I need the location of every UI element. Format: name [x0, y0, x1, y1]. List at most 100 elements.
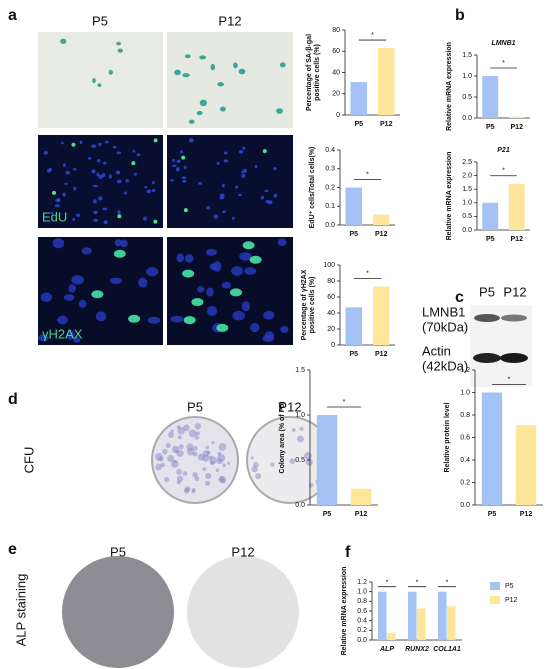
colony	[215, 468, 220, 473]
colony	[218, 443, 227, 451]
y-tick-label: 0.4	[460, 457, 470, 464]
x-tick-label: P12	[511, 124, 524, 131]
cell	[68, 284, 76, 293]
y-tick-label: 40	[327, 310, 335, 317]
cell	[241, 301, 250, 312]
y-axis-label: Relative mRNA expression	[446, 152, 453, 241]
band	[473, 353, 501, 363]
cell	[264, 189, 269, 193]
cell	[183, 316, 196, 325]
y-tick-label: 0.6	[460, 434, 470, 441]
y-tick-label: 60	[332, 48, 340, 55]
colony	[251, 466, 258, 473]
micrograph	[38, 135, 163, 228]
colony	[208, 455, 213, 460]
cell	[57, 315, 68, 325]
cell	[133, 172, 137, 176]
cell	[199, 55, 207, 60]
panel-label: e	[8, 541, 17, 558]
colony	[155, 453, 163, 461]
y-tick-label: 0.3	[325, 166, 335, 173]
colony	[205, 445, 210, 450]
cell	[206, 305, 218, 317]
y-tick-label: 0.2	[325, 184, 335, 191]
cell	[221, 281, 232, 289]
x-tick-label: ALP	[379, 646, 394, 653]
y-axis-label: Relative mRNA expression	[341, 567, 348, 656]
cell	[153, 138, 158, 143]
y-tick-label: 0	[336, 112, 340, 119]
x-tick-label: P5	[486, 124, 495, 131]
significance-label: *	[366, 270, 369, 277]
bar	[515, 425, 537, 505]
row-label: (42kDa)	[422, 358, 468, 373]
cell	[56, 197, 61, 203]
cell	[95, 311, 107, 322]
cell	[63, 294, 75, 301]
y-tick-label: 2.0	[462, 172, 472, 179]
cell	[65, 170, 70, 175]
y-tick-label: 1.5	[462, 186, 472, 193]
cell	[231, 216, 235, 220]
row-label: (70kDa)	[422, 319, 468, 334]
column-label: P12	[278, 399, 301, 414]
column-label: P12	[503, 284, 526, 299]
bar	[345, 307, 362, 345]
band	[500, 353, 528, 363]
cell	[254, 164, 258, 169]
cell	[73, 336, 81, 343]
row-label: ALP staining	[13, 574, 28, 647]
colony	[308, 482, 314, 488]
cell	[170, 315, 184, 323]
y-tick-label: 0.0	[325, 222, 335, 229]
cell	[147, 316, 161, 324]
cell	[143, 216, 147, 221]
row-label: Actin	[422, 343, 451, 358]
cell	[120, 239, 128, 248]
colony	[227, 461, 231, 465]
cell	[52, 190, 57, 195]
panel-label: a	[8, 7, 17, 24]
cell	[182, 73, 190, 78]
y-tick-label: 0.5	[462, 94, 472, 101]
cell	[72, 167, 77, 171]
cell	[79, 140, 83, 145]
cell	[188, 138, 194, 143]
cell	[146, 267, 159, 277]
significance-label: *	[502, 168, 505, 175]
colony	[160, 462, 166, 468]
cell	[219, 196, 225, 200]
cell	[219, 193, 225, 198]
cell	[116, 179, 122, 184]
panel-label: b	[455, 7, 465, 24]
cell	[182, 179, 187, 183]
y-tick-label: 0.5	[295, 457, 305, 464]
cell	[64, 182, 68, 186]
cell	[238, 68, 246, 75]
cell	[232, 310, 245, 321]
x-tick-label: P12	[355, 511, 368, 518]
colony	[289, 458, 296, 465]
cell	[273, 193, 278, 198]
cell	[279, 62, 286, 68]
colony	[177, 427, 185, 435]
significance-label: *	[508, 376, 511, 383]
x-tick-label: P12	[520, 511, 533, 518]
cell	[239, 252, 252, 261]
cell	[151, 189, 156, 193]
y-tick-label: 0.6	[357, 608, 367, 615]
cell	[221, 183, 225, 188]
cell	[98, 174, 104, 179]
bar	[481, 392, 503, 505]
cell	[102, 207, 108, 211]
y-tick-label: 0.0	[462, 115, 472, 122]
cell	[216, 161, 220, 166]
colony	[167, 432, 175, 439]
y-tick-label: 1.0	[295, 412, 305, 419]
y-axis-label: positive cells (%)	[314, 44, 321, 101]
legend-label: P12	[505, 597, 518, 604]
colony	[182, 471, 188, 476]
cell	[93, 218, 99, 222]
cell	[54, 204, 60, 208]
cell	[231, 266, 244, 276]
